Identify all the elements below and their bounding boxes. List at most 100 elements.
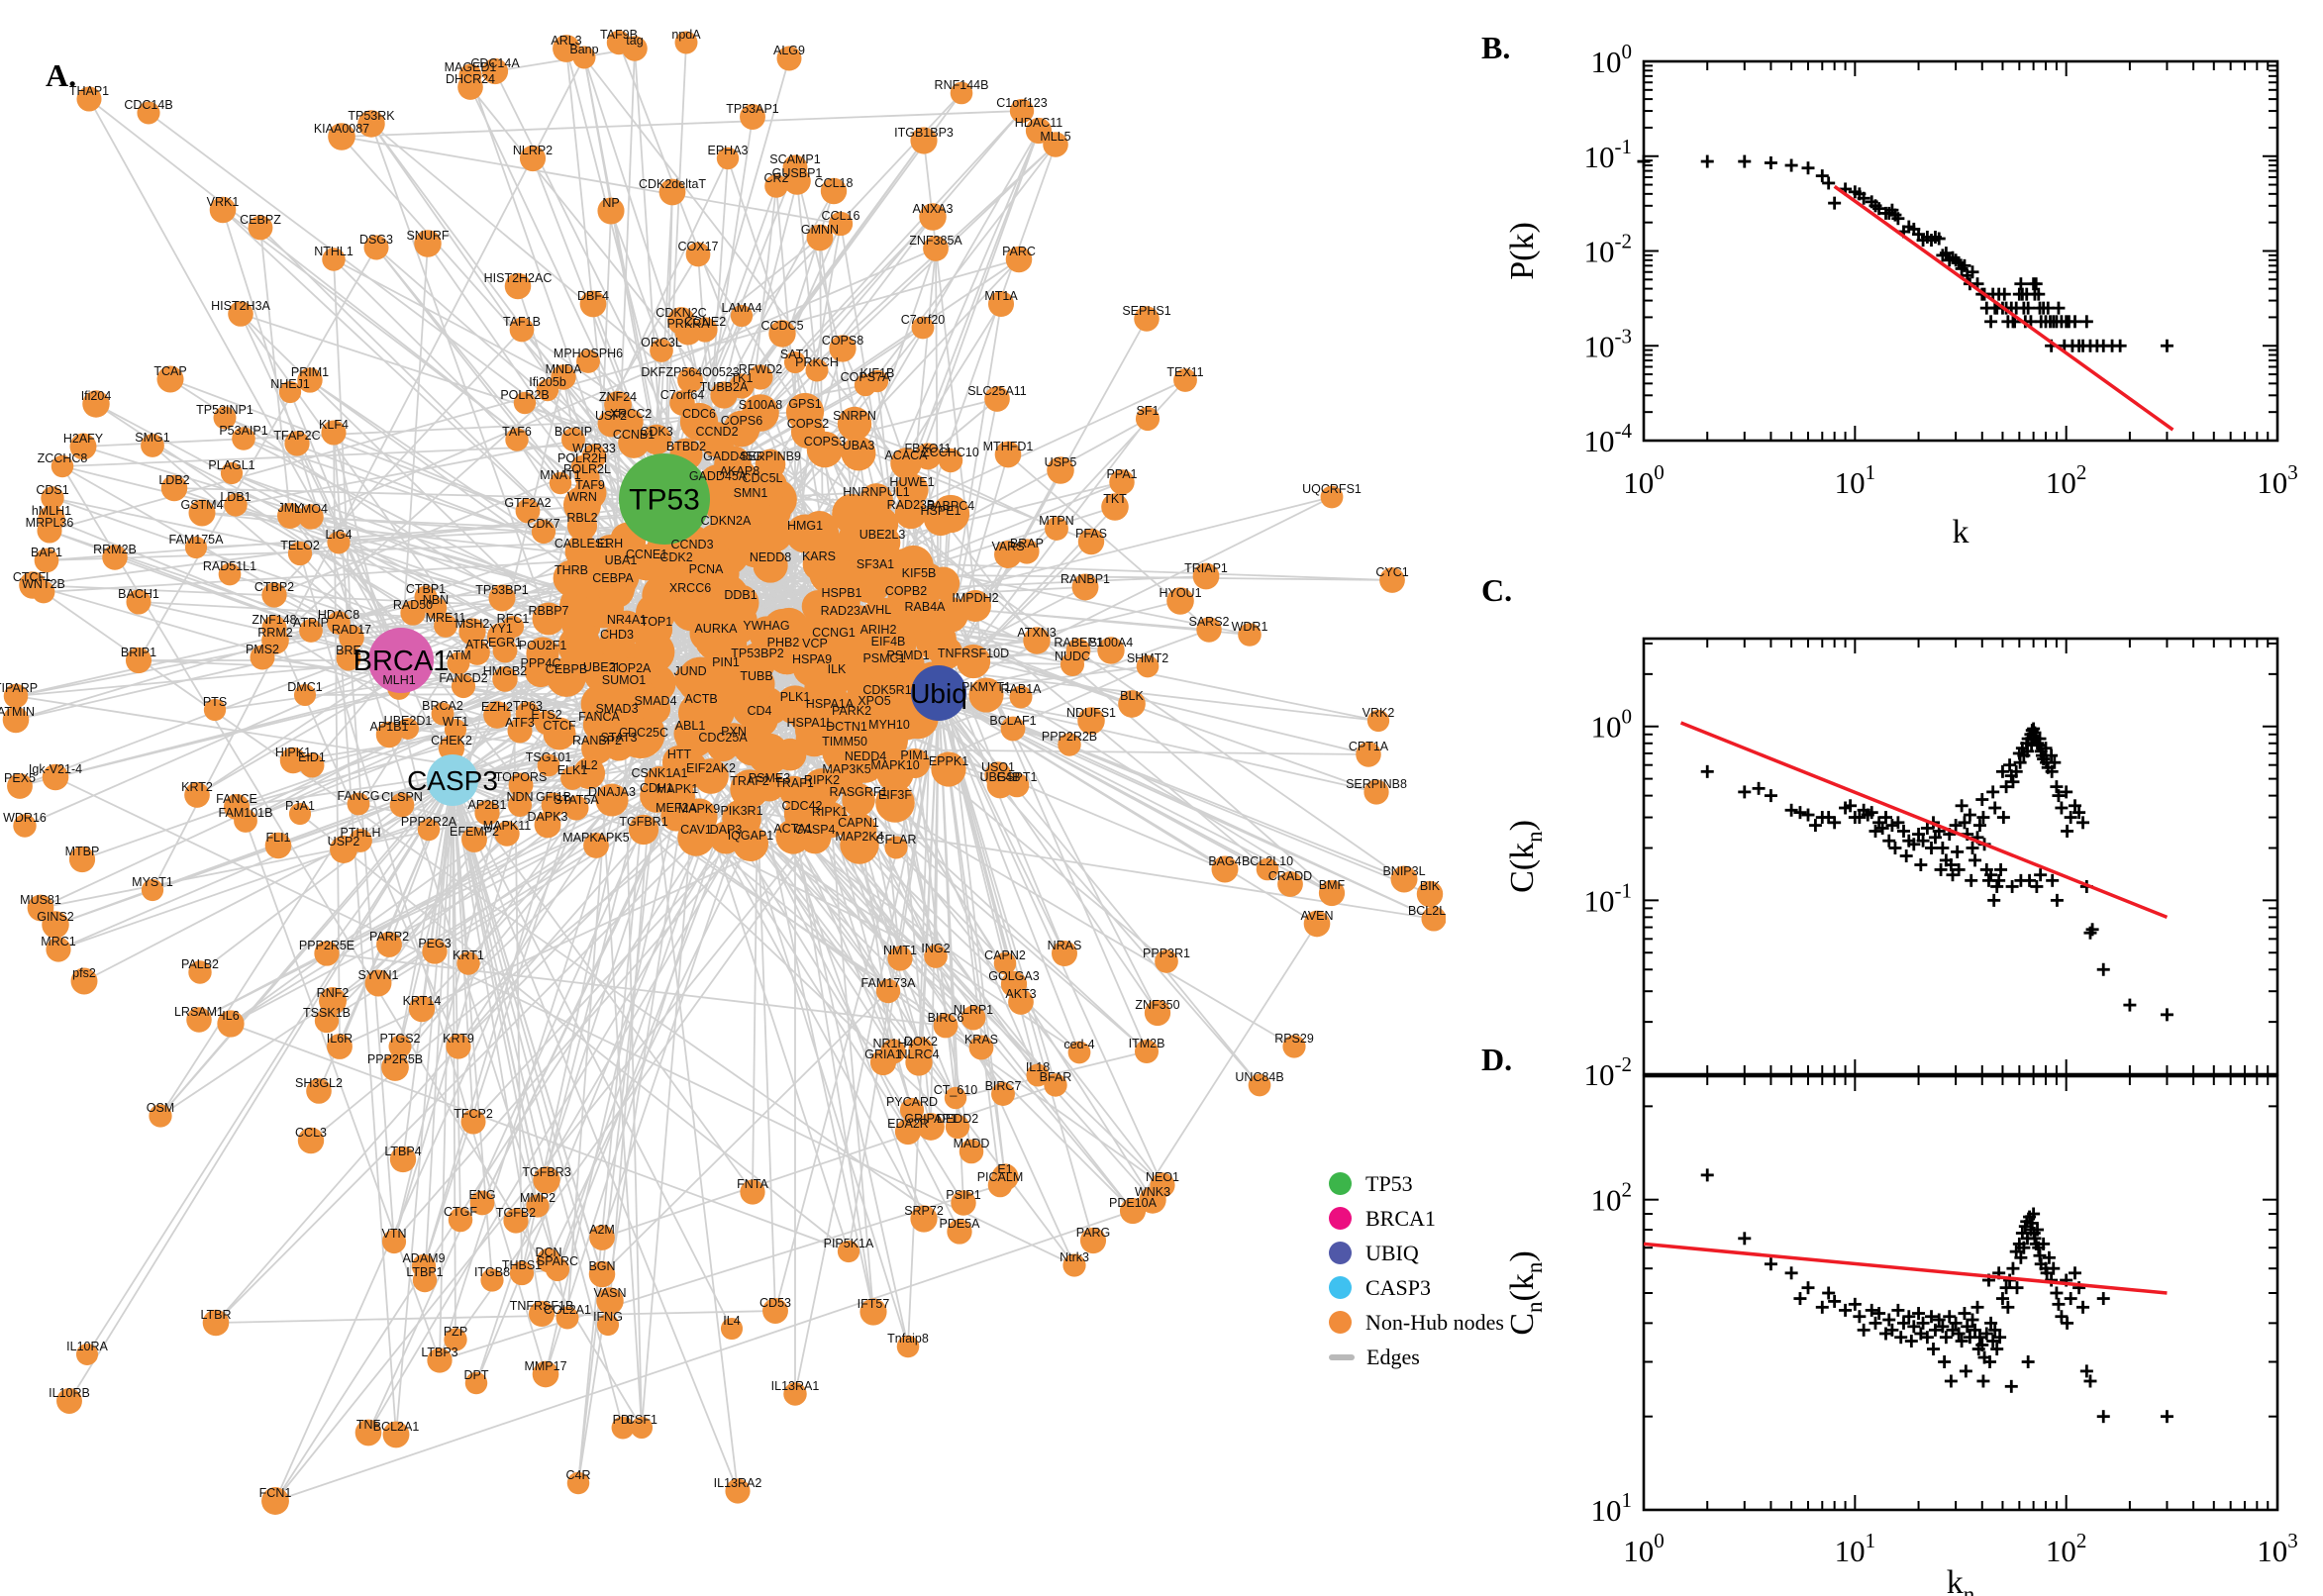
network-node — [536, 378, 559, 402]
node-label: ELK1 — [557, 763, 588, 777]
node-label: SH3GL2 — [295, 1076, 343, 1090]
node-label: ITM2B — [1129, 1037, 1165, 1050]
node-label: MPHOSPH6 — [554, 347, 623, 360]
node-label: MEF2A — [656, 801, 697, 815]
network-node — [1097, 637, 1125, 664]
panel-b-label: B. — [1481, 30, 1511, 65]
node-label: HUWE1 — [889, 475, 934, 489]
network-node — [896, 1335, 920, 1358]
network-node — [768, 320, 796, 348]
node-label: CAV1 — [680, 823, 712, 837]
node-label: CDC42 — [782, 799, 823, 813]
node-label: WRN — [567, 490, 597, 504]
core-node — [748, 733, 790, 775]
network-node — [1248, 1073, 1271, 1097]
node-label: pfs2 — [72, 966, 96, 980]
node-label: PALB2 — [181, 957, 219, 971]
network-node — [1119, 1197, 1147, 1225]
node-label: KRT2 — [181, 780, 213, 794]
node-label: HDAC8 — [318, 608, 359, 622]
network-node — [776, 46, 802, 71]
edge-swatch-icon — [1329, 1353, 1355, 1360]
x-axis-title: kn — [1947, 1564, 1975, 1596]
node-label: CR2 — [763, 171, 788, 185]
node-label: ILK — [828, 662, 847, 676]
node-label: CAPN2 — [984, 948, 1026, 962]
node-label: ATM — [446, 648, 470, 662]
node-label: PIK3R1 — [720, 804, 762, 818]
node-label: NTHL1 — [314, 245, 354, 258]
network-node — [375, 721, 403, 748]
node-label: DDB1 — [724, 588, 757, 602]
tick-label: 100 — [1623, 460, 1665, 500]
node-label: HMG1 — [787, 519, 823, 533]
node-label: TRIAP1 — [1184, 561, 1228, 575]
network-node — [685, 242, 711, 267]
node-label: TK1 — [731, 371, 754, 385]
node-label: LRSAM1 — [174, 1005, 224, 1019]
node-label: UBE2I — [583, 660, 619, 674]
hub-node-brca1 — [368, 628, 434, 693]
node-label: LDB1 — [220, 490, 251, 504]
node-label: SNRPN — [833, 409, 876, 423]
network-node — [1144, 999, 1171, 1027]
node-label: TP53AP1 — [726, 102, 779, 116]
tick-label: 10-1 — [1584, 135, 1633, 174]
network-node — [987, 290, 1015, 318]
node-label: UQCRFS1 — [1302, 482, 1362, 496]
network-node — [457, 74, 483, 100]
node-label: TELO2 — [280, 539, 320, 552]
node-label: GRIPAP1 — [904, 1112, 957, 1126]
network-node — [627, 724, 660, 757]
y-axis-title: Cn(kn) — [1504, 1250, 1547, 1335]
node-label: EFEMP2 — [450, 825, 499, 839]
network-node — [188, 960, 212, 984]
node-label: MTPN — [1039, 514, 1073, 528]
network-node — [583, 833, 609, 858]
node-label: POLR2L — [563, 462, 611, 476]
network-node — [284, 431, 310, 456]
tick-label: 10-2 — [1584, 1052, 1633, 1089]
network-node — [894, 496, 928, 530]
network-node — [46, 937, 71, 962]
network-node — [277, 503, 303, 529]
network-node — [1135, 406, 1161, 432]
node-label: TP63 — [513, 699, 543, 713]
node-label: UBE2D1 — [384, 714, 433, 728]
node-label: STAT5A — [554, 793, 599, 807]
node-label: MAP3K5 — [822, 762, 870, 776]
legend-label: TP53 — [1365, 1170, 1413, 1196]
node-label: BAG4 — [1208, 854, 1241, 868]
node-label: ARL3 — [551, 34, 581, 48]
node-label: CABLES1 — [555, 537, 610, 550]
node-label: PTS — [203, 695, 227, 709]
node-label: RAD23A — [821, 604, 869, 618]
network-node — [141, 878, 164, 902]
node-label: VRK1 — [207, 195, 240, 209]
network-node — [279, 747, 307, 774]
node-label: ARIH2 — [860, 623, 897, 637]
network-node — [339, 625, 364, 650]
node-label: GSPT1 — [997, 770, 1038, 784]
network-node — [994, 441, 1022, 468]
fit-line — [1679, 721, 2169, 920]
network-node — [956, 644, 991, 679]
node-label: HIPK1 — [275, 746, 311, 759]
network-node — [328, 123, 355, 150]
node-label: MT1A — [984, 289, 1018, 303]
node-label: RAD51L1 — [203, 559, 256, 573]
node-label: TRAF1 — [774, 776, 814, 790]
network-node — [802, 768, 842, 808]
network-node — [991, 1082, 1015, 1106]
node-label: MNDA — [546, 362, 582, 376]
network-node — [297, 367, 323, 393]
node-label: CCNG1 — [812, 626, 856, 640]
tick-label: 103 — [2257, 460, 2298, 500]
node-label: EIF4B — [871, 635, 906, 648]
hubs-layer — [368, 453, 966, 806]
network-node — [382, 1421, 410, 1448]
node-label: COPS6 — [721, 414, 762, 428]
network-node — [589, 1225, 615, 1250]
network-node — [611, 1416, 635, 1440]
node-label: TFCP2 — [454, 1107, 493, 1121]
